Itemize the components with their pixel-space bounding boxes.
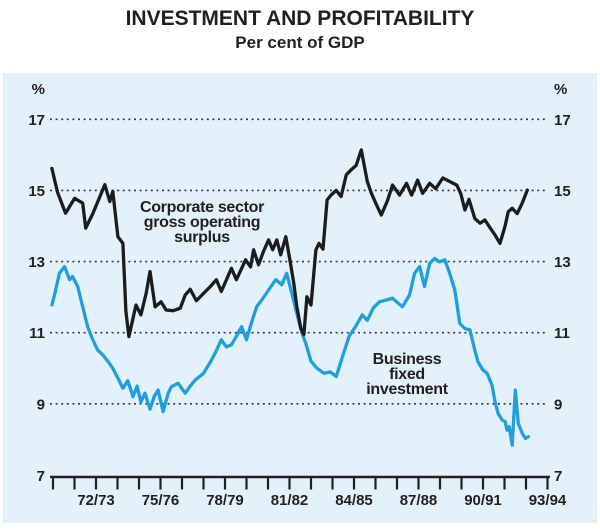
x-tick-label-93-94: 93/94 <box>529 492 567 509</box>
y-tick-label-left-15: 15 <box>28 183 45 200</box>
y-tick-label-left-9: 9 <box>37 396 45 413</box>
x-tick-label-75-76: 75/76 <box>142 492 180 509</box>
corporate-series-label-line1: Corporate sector <box>139 199 265 216</box>
corporate-series-line <box>50 148 529 339</box>
x-tick-label-87-88: 87/88 <box>400 492 438 509</box>
y-tick-label-right-13: 13 <box>554 254 571 271</box>
business-series-label-line3: investment <box>366 381 448 398</box>
percent-label-left: % <box>32 81 45 98</box>
x-tick-label-81-82: 81/82 <box>271 492 309 509</box>
y-tick-label-left-17: 17 <box>28 112 45 129</box>
percent-label-right: % <box>554 81 567 98</box>
chart-panel <box>3 73 597 523</box>
y-tick-label-right-15: 15 <box>554 183 571 200</box>
y-tick-label-left-7: 7 <box>37 468 45 485</box>
chart-title: INVESTMENT AND PROFITABILITY <box>125 7 475 30</box>
corporate-series-label-line3: surplus <box>174 229 230 246</box>
y-tick-label-left-11: 11 <box>29 325 45 342</box>
corporate-series-label: Corporate sector gross operating surplus <box>92 199 312 246</box>
y-tick-label-right-7: 7 <box>554 468 562 485</box>
x-tick-label-90-91: 90/91 <box>464 492 502 509</box>
y-tick-label-right-11: 11 <box>554 325 570 342</box>
y-tick-label-right-9: 9 <box>554 396 562 413</box>
business-series-label-line2: fixed <box>389 366 425 383</box>
x-tick-label-84-85: 84/85 <box>335 492 373 509</box>
x-tick-label-72-73: 72/73 <box>77 492 115 509</box>
business-series-label: Business fixed investment <box>327 351 487 398</box>
business-series-label-line1: Business <box>372 351 442 368</box>
y-tick-label-left-13: 13 <box>28 254 45 271</box>
y-tick-label-right-17: 17 <box>554 112 571 129</box>
chart-subtitle: Per cent of GDP <box>235 33 365 52</box>
x-tick-label-78-79: 78/79 <box>206 492 244 509</box>
corporate-series-label-line2: gross operating <box>143 214 261 231</box>
